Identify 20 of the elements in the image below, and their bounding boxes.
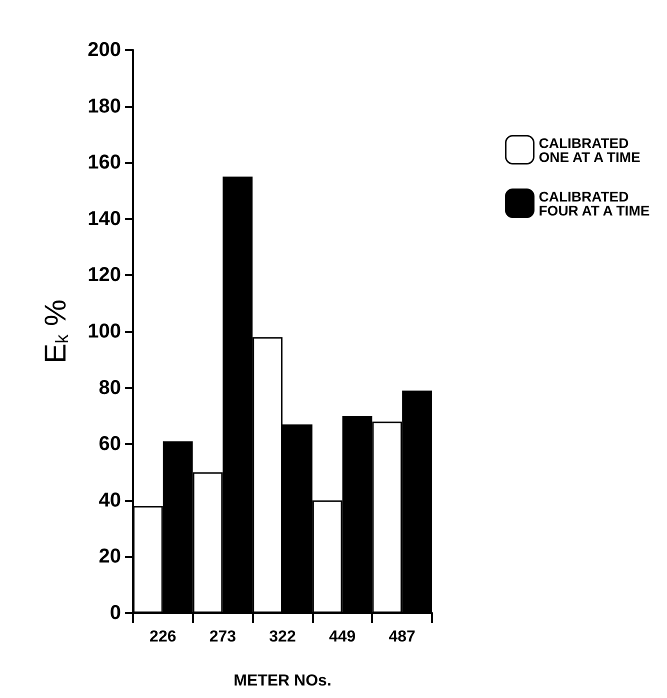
y-tick-label: 40 [98, 489, 121, 512]
y-tick-label: 0 [110, 602, 121, 624]
x-tick-label: 273 [209, 628, 236, 646]
y-tick-label: 140 [88, 208, 121, 230]
y-tick-label: 80 [98, 376, 121, 399]
y-tick-label: 60 [98, 433, 121, 456]
y-tick-label: 180 [88, 95, 121, 118]
x-axis-title: METER NOs. [234, 672, 332, 690]
y-axis-title: Ek % [40, 299, 72, 364]
x-tick-label: 226 [150, 628, 176, 646]
legend-label: CALIBRATED FOUR AT A TIME [538, 188, 650, 218]
legend-label: CALIBRATED ONE AT A TIME [538, 134, 640, 165]
x-tick-label: 449 [328, 628, 356, 646]
y-tick-label: 200 [88, 39, 121, 61]
x-tick-label: 487 [388, 628, 416, 646]
y-tick-label: 160 [88, 152, 121, 174]
x-tick-label: 322 [269, 628, 296, 646]
y-tick-label: 20 [98, 546, 121, 568]
y-tick-label: 100 [88, 320, 121, 342]
y-tick-label: 120 [88, 264, 121, 286]
